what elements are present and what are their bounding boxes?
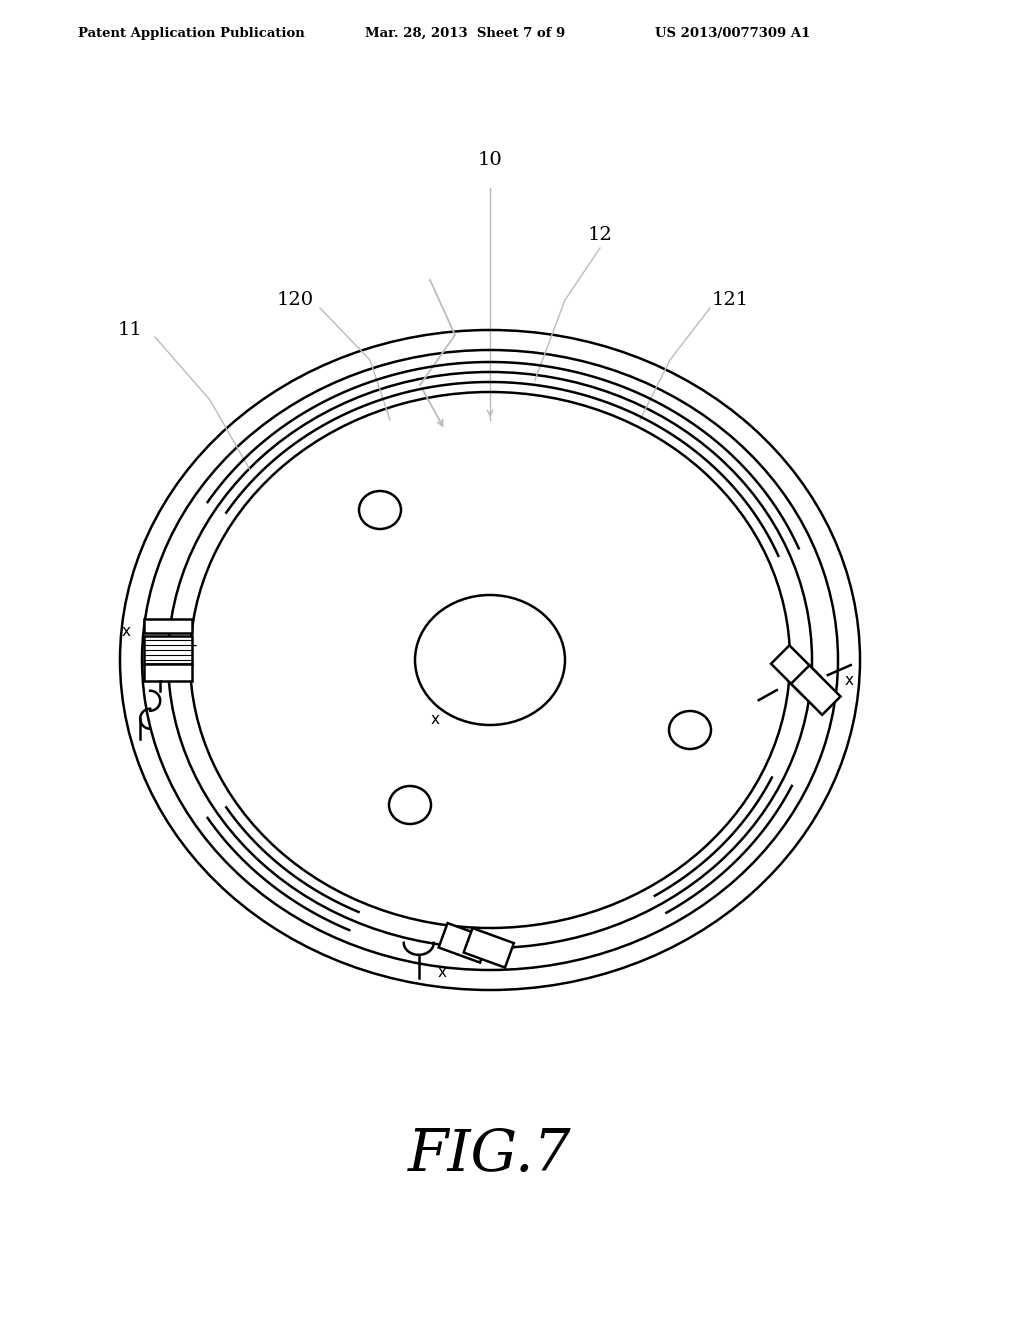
Text: x: x — [122, 624, 131, 639]
Text: US 2013/0077309 A1: US 2013/0077309 A1 — [655, 26, 810, 40]
Text: 10: 10 — [477, 150, 503, 169]
Text: 121: 121 — [712, 290, 749, 309]
Polygon shape — [144, 636, 193, 664]
Polygon shape — [144, 619, 193, 634]
Text: x: x — [437, 965, 446, 981]
Polygon shape — [771, 645, 820, 694]
Ellipse shape — [359, 491, 401, 529]
Ellipse shape — [415, 595, 565, 725]
Polygon shape — [791, 665, 841, 715]
Text: 120: 120 — [276, 290, 313, 309]
Ellipse shape — [389, 785, 431, 824]
Polygon shape — [464, 928, 514, 968]
Text: FIG.7: FIG.7 — [409, 1127, 571, 1183]
Polygon shape — [144, 664, 193, 681]
Text: 11: 11 — [118, 321, 142, 339]
Text: x: x — [430, 713, 439, 727]
Text: Patent Application Publication: Patent Application Publication — [78, 26, 305, 40]
Text: Mar. 28, 2013  Sheet 7 of 9: Mar. 28, 2013 Sheet 7 of 9 — [365, 26, 565, 40]
Text: -: - — [189, 636, 197, 653]
Text: x: x — [844, 673, 853, 688]
Polygon shape — [438, 923, 488, 962]
Ellipse shape — [669, 711, 711, 748]
Text: 12: 12 — [588, 226, 612, 244]
